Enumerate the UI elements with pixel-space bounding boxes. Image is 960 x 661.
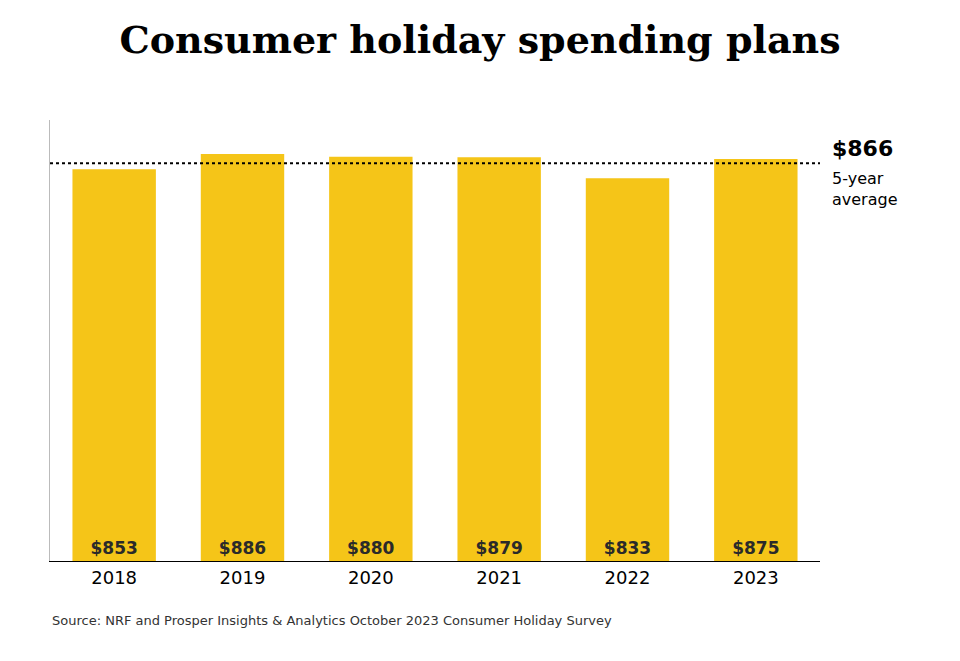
svg-text:$853: $853 <box>91 538 138 558</box>
svg-text:2019: 2019 <box>220 567 266 588</box>
svg-text:$866: $866 <box>832 136 893 161</box>
svg-text:$875: $875 <box>732 538 779 558</box>
svg-text:2022: 2022 <box>605 567 651 588</box>
svg-text:5-yearaverage: 5-yearaverage <box>832 169 898 209</box>
svg-text:2018: 2018 <box>91 567 137 588</box>
svg-text:Consumer holiday spending plan: Consumer holiday spending plans <box>119 17 840 62</box>
svg-text:$886: $886 <box>219 538 266 558</box>
svg-text:2020: 2020 <box>348 567 394 588</box>
svg-text:2021: 2021 <box>476 567 522 588</box>
svg-text:Source: NRF and Prosper Insigh: Source: NRF and Prosper Insights & Analy… <box>52 613 612 628</box>
svg-text:2023: 2023 <box>733 567 779 588</box>
svg-text:$833: $833 <box>604 538 651 558</box>
svg-text:$880: $880 <box>347 538 394 558</box>
svg-text:$879: $879 <box>476 538 523 558</box>
